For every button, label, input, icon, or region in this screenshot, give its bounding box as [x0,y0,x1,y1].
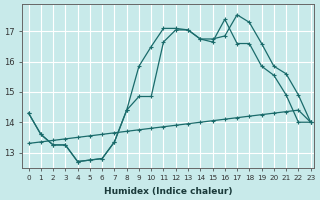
X-axis label: Humidex (Indice chaleur): Humidex (Indice chaleur) [104,187,233,196]
